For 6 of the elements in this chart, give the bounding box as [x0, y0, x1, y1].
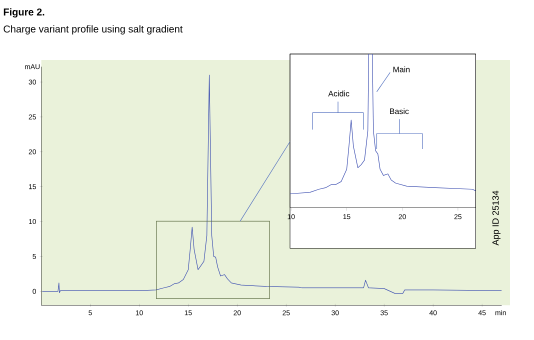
annotation: Acidic [328, 90, 350, 96]
chart-subtitle: Charge variant profile using salt gradient [4, 25, 183, 35]
annotation: Main [393, 66, 410, 72]
annotation: App ID 25134 [492, 190, 501, 246]
chart-title: Figure 2. [4, 8, 44, 18]
annotation: Basic [390, 108, 409, 114]
